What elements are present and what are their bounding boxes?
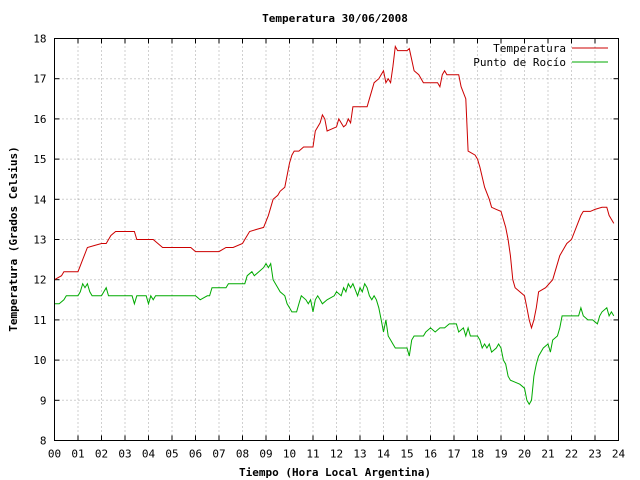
x-tick-label: 08 bbox=[236, 448, 249, 461]
x-tick-label: 09 bbox=[259, 448, 272, 461]
x-tick-label: 22 bbox=[565, 448, 578, 461]
legend-label: Punto de Rocío bbox=[473, 56, 566, 69]
x-tick-label: 19 bbox=[494, 448, 507, 461]
x-tick-label: 06 bbox=[189, 448, 202, 461]
x-tick-label: 16 bbox=[424, 448, 437, 461]
x-tick-label: 15 bbox=[400, 448, 413, 461]
x-tick-label: 00 bbox=[48, 448, 61, 461]
x-tick-label: 11 bbox=[306, 448, 319, 461]
y-tick-label: 8 bbox=[40, 435, 47, 448]
y-tick-label: 9 bbox=[40, 394, 47, 407]
x-axis-label: Tiempo (Hora Local Argentina) bbox=[239, 466, 431, 479]
x-tick-label: 23 bbox=[588, 448, 601, 461]
series-line-temperatura bbox=[54, 44, 615, 330]
x-tick-label: 03 bbox=[118, 448, 131, 461]
y-tick-label: 10 bbox=[33, 354, 46, 367]
chart-title: Temperatura 30/06/2008 bbox=[262, 12, 408, 25]
y-tick-label: 15 bbox=[33, 153, 46, 166]
y-tick-label: 13 bbox=[33, 234, 46, 247]
series-line-punto-de-rocío bbox=[54, 262, 615, 406]
x-axis-ticks: 00 01 02 03 04 05 06 07 08 09 10 11 12 13 14 15 16 17 18 19… bbox=[48, 38, 626, 461]
x-tick-label: 20 bbox=[518, 448, 531, 461]
x-tick-label: 02 bbox=[95, 448, 108, 461]
x-tick-label: 17 bbox=[447, 448, 460, 461]
x-tick-label: 18 bbox=[471, 448, 484, 461]
y-tick-label: 14 bbox=[33, 193, 47, 206]
y-axis-ticks: 8 9 10 11 12 13 14 15 16 17 18 bbox=[33, 33, 619, 448]
y-axis-label: Temperatura (Grados Celsius) bbox=[7, 146, 20, 331]
legend-label: Temperatura bbox=[493, 42, 566, 55]
x-tick-label: 24 bbox=[612, 448, 626, 461]
x-tick-label: 05 bbox=[165, 448, 178, 461]
plot-frame bbox=[54, 38, 619, 441]
y-tick-label: 17 bbox=[33, 73, 46, 86]
x-tick-label: 21 bbox=[541, 448, 554, 461]
x-tick-label: 14 bbox=[377, 448, 391, 461]
x-tick-label: 01 bbox=[71, 448, 84, 461]
y-tick-label: 18 bbox=[33, 33, 46, 46]
x-tick-label: 12 bbox=[330, 448, 343, 461]
y-tick-label: 11 bbox=[33, 314, 46, 327]
y-tick-label: 16 bbox=[33, 113, 46, 126]
y-tick-label: 12 bbox=[33, 274, 46, 287]
x-tick-label: 10 bbox=[283, 448, 296, 461]
x-tick-label: 07 bbox=[212, 448, 225, 461]
series-lines bbox=[54, 44, 615, 406]
x-tick-label: 04 bbox=[142, 448, 156, 461]
x-tick-label: 13 bbox=[353, 448, 366, 461]
